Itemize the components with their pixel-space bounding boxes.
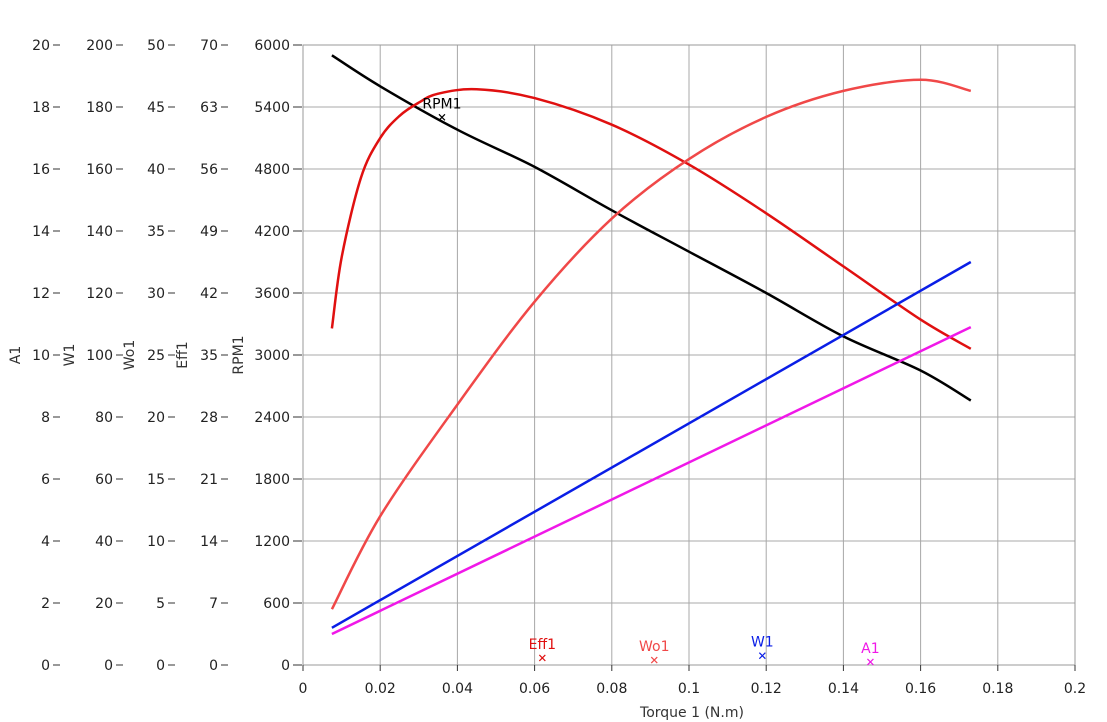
y-tick-label: 80	[95, 410, 113, 426]
x-tick-label: 0.02	[365, 681, 396, 697]
y-tick-label: 63	[200, 100, 218, 116]
series-label-w1: W1	[751, 635, 774, 651]
cursor-marker-eff1	[538, 654, 546, 662]
series-line-rpm1	[331, 54, 972, 402]
y-tick-label: 0	[281, 658, 290, 674]
axes: 0 0.02 0.04 0.06 0.08 0.1 0.12 0.14 0.16 0.18 0.2 T…	[8, 38, 1086, 721]
y-tick-label: 45	[147, 100, 165, 116]
y-tick-label: 56	[200, 162, 218, 178]
y-tick-label: 20	[147, 410, 165, 426]
y-tick-label: 180	[86, 100, 113, 116]
y-tick-label: 0	[156, 658, 165, 674]
series-label-rpm1: RPM1	[422, 96, 461, 112]
y-tick-label: 10	[32, 348, 50, 364]
y-tick-label: 30	[147, 286, 165, 302]
cursor-marker-rpm1	[438, 113, 446, 121]
series-lines	[330, 54, 972, 636]
y-tick-label: 49	[200, 224, 218, 240]
y-tick-label: 35	[147, 224, 165, 240]
y-tick-label: 0	[209, 658, 218, 674]
y-tick-label: 1200	[254, 534, 290, 550]
x-tick-label: 0.1	[678, 681, 700, 697]
y-axis-title-rpm1: RPM1	[231, 335, 247, 374]
series-line-a1	[331, 325, 972, 636]
cursor-marker-wo1	[650, 656, 658, 664]
y-tick-label: 70	[200, 38, 218, 54]
y-tick-label: 5400	[254, 100, 290, 116]
x-tick-label: 0.2	[1064, 681, 1086, 697]
series-label-eff1: Eff1	[529, 637, 556, 653]
series-label-wo1: Wo1	[639, 639, 670, 655]
y-tick-label: 3600	[254, 286, 290, 302]
y-tick-label: 40	[95, 534, 113, 550]
y-tick-label: 0	[41, 658, 50, 674]
y-tick-label: 18	[32, 100, 50, 116]
y-tick-label: 20	[32, 38, 50, 54]
y-tick-label: 10	[147, 534, 165, 550]
x-axis-title: Torque 1 (N.m)	[639, 705, 744, 721]
series-label-a1: A1	[861, 641, 879, 657]
y-tick-label: 600	[263, 596, 290, 612]
x-tick-label: 0.16	[905, 681, 936, 697]
y-tick-label: 16	[32, 162, 50, 178]
y-tick-label: 120	[86, 286, 113, 302]
grid-lines	[302, 44, 1076, 666]
x-tick-label: 0.12	[751, 681, 782, 697]
series-line-wo1	[330, 78, 972, 610]
series-labels: RPM1 Eff1 Wo1 W1 A1	[422, 96, 880, 666]
y-tick-label: 4200	[254, 224, 290, 240]
cursor-marker-a1	[866, 658, 874, 666]
y-tick-label: 14	[200, 534, 218, 550]
y-tick-label: 1800	[254, 472, 290, 488]
y-tick-label: 12	[32, 286, 50, 302]
series-line-w1	[331, 260, 972, 629]
y-tick-label: 2	[41, 596, 50, 612]
y-axis-title-wo1: Wo1	[122, 340, 138, 371]
y-tick-label: 28	[200, 410, 218, 426]
y-tick-label: 21	[200, 472, 218, 488]
series-line-eff1	[330, 87, 972, 350]
y-tick-label: 100	[86, 348, 113, 364]
y-tick-label: 4800	[254, 162, 290, 178]
y-tick-label: 3000	[254, 348, 290, 364]
y-tick-label: 14	[32, 224, 50, 240]
y-tick-label: 0	[104, 658, 113, 674]
x-tick-label: 0	[299, 681, 308, 697]
y-tick-label: 60	[95, 472, 113, 488]
cursor-marker-w1	[758, 652, 766, 660]
y-tick-label: 200	[86, 38, 113, 54]
x-tick-label: 0.18	[982, 681, 1013, 697]
y-tick-label: 6	[41, 472, 50, 488]
y-tick-label: 5	[156, 596, 165, 612]
y-tick-label: 50	[147, 38, 165, 54]
y-tick-label: 20	[95, 596, 113, 612]
y-tick-label: 4	[41, 534, 50, 550]
x-tick-label: 0.06	[519, 681, 550, 697]
y-tick-label: 2400	[254, 410, 290, 426]
y-tick-label: 42	[200, 286, 218, 302]
y-tick-label: 140	[86, 224, 113, 240]
y-tick-label: 25	[147, 348, 165, 364]
y-tick-label: 35	[200, 348, 218, 364]
y-tick-label: 7	[209, 596, 218, 612]
y-tick-label: 15	[147, 472, 165, 488]
x-tick-label: 0.14	[828, 681, 859, 697]
x-tick-label: 0.08	[596, 681, 627, 697]
y-tick-label: 6000	[254, 38, 290, 54]
x-tick-label: 0.04	[442, 681, 473, 697]
y-axis-title-a1: A1	[8, 346, 24, 364]
y-tick-label: 160	[86, 162, 113, 178]
y-axis-title-w1: W1	[62, 344, 78, 367]
y-tick-label: 40	[147, 162, 165, 178]
y-axis-title-eff1: Eff1	[175, 341, 191, 368]
y-tick-label: 8	[41, 410, 50, 426]
